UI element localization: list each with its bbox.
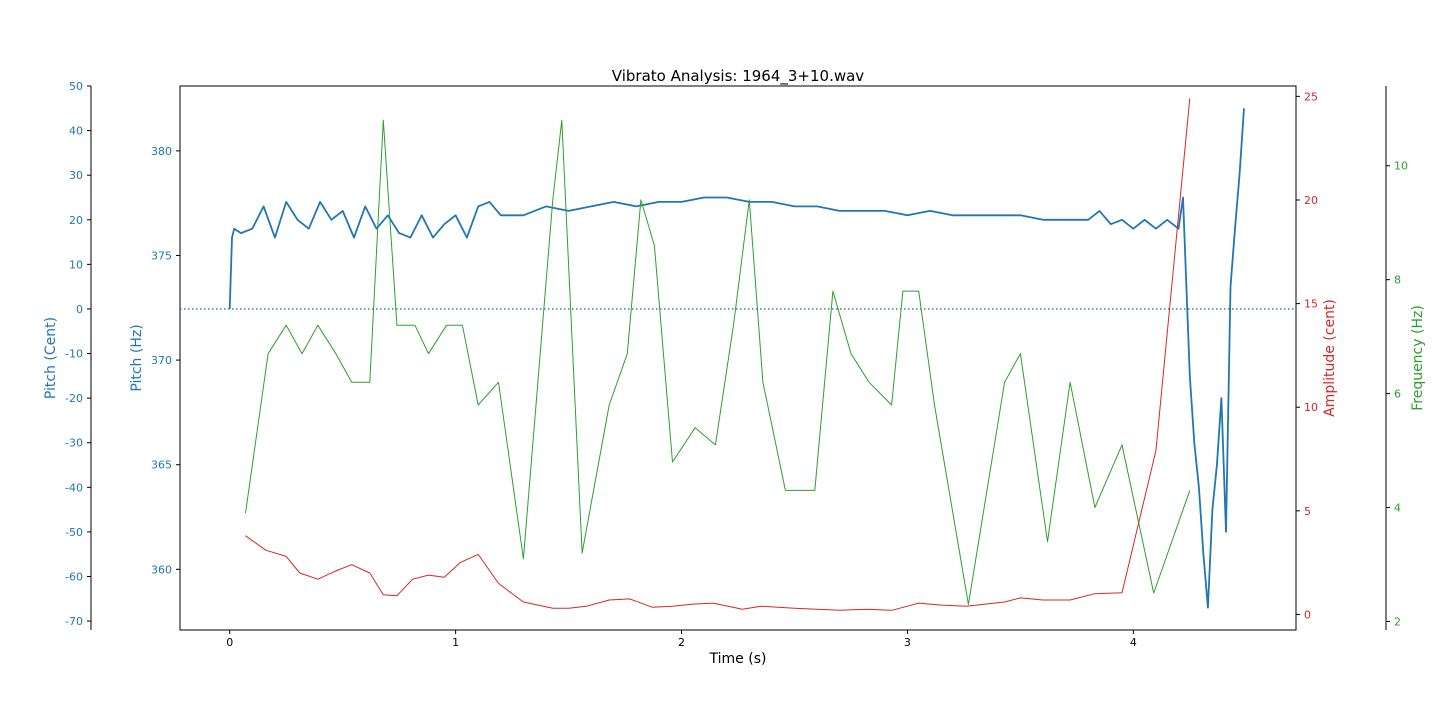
x-tick-label: 2	[678, 636, 685, 649]
series-layer	[228, 98, 1245, 611]
y-tick-label: -40	[65, 481, 83, 494]
y-tick-label: 370	[151, 354, 172, 367]
y-tick-label: -10	[65, 348, 83, 361]
y-tick-label: 30	[69, 169, 83, 182]
y-tick-label: 375	[151, 249, 172, 262]
pitch-series-line	[228, 108, 1245, 609]
pitch-hz-axis-label: Pitch (Hz)	[129, 324, 145, 391]
y-tick-label: 5	[1304, 505, 1311, 518]
frequency-series-line	[245, 119, 1191, 605]
y-tick-label: 25	[1304, 90, 1318, 103]
frequency-axis-label: Frequency (Hz)	[1410, 305, 1426, 411]
x-tick-label: 3	[904, 636, 911, 649]
y-tick-label: -60	[65, 570, 83, 583]
y-tick-label: 365	[151, 459, 172, 472]
plot-area-frame	[179, 85, 1297, 631]
y-tick-label: 20	[1304, 194, 1318, 207]
frequency-axis: 10 8 6 4 2	[1385, 86, 1408, 630]
pitch-cent-axis-label: Pitch (Cent)	[43, 317, 59, 399]
amplitude-series-line	[245, 98, 1191, 611]
x-tick-label: 0	[226, 636, 233, 649]
amplitude-axis-label: Amplitude (cent)	[1322, 299, 1338, 417]
x-axis-label: Time (s)	[709, 651, 767, 667]
y-tick-label: -50	[65, 526, 83, 539]
y-tick-label: -30	[65, 437, 83, 450]
y-tick-label: 4	[1394, 502, 1401, 515]
y-tick-label: 0	[76, 303, 83, 316]
pitch-hz-axis: 380 375 370 365 360	[151, 145, 180, 576]
y-tick-label: 50	[69, 80, 83, 93]
y-tick-label: 10	[1304, 401, 1318, 414]
y-tick-label: -70	[65, 615, 83, 628]
y-tick-label: 0	[1304, 608, 1311, 621]
y-tick-label: 6	[1394, 388, 1401, 401]
y-tick-label: 2	[1394, 615, 1401, 628]
y-tick-label: 360	[151, 563, 172, 576]
chart-title: Vibrato Analysis: 1964_3+10.wav	[612, 67, 865, 86]
pitch-cent-axis: 50 40 30 20 10 0 -10 -20 -30 -40 -50 -60 -70	[65, 80, 92, 630]
x-tick-label: 1	[452, 636, 459, 649]
y-tick-label: 380	[151, 145, 172, 158]
y-tick-label: 10	[69, 258, 83, 271]
y-tick-label: -20	[65, 392, 83, 405]
y-tick-label: 15	[1304, 298, 1318, 311]
y-tick-label: 8	[1394, 274, 1401, 287]
x-tick-label: 4	[1130, 636, 1137, 649]
amplitude-axis: 25 20 15 10 5 0	[1296, 90, 1318, 621]
y-tick-label: 10	[1394, 160, 1408, 173]
y-tick-label: 40	[69, 125, 83, 138]
y-tick-label: 20	[69, 214, 83, 227]
x-axis: 0 1 2 3 4	[226, 630, 1137, 649]
